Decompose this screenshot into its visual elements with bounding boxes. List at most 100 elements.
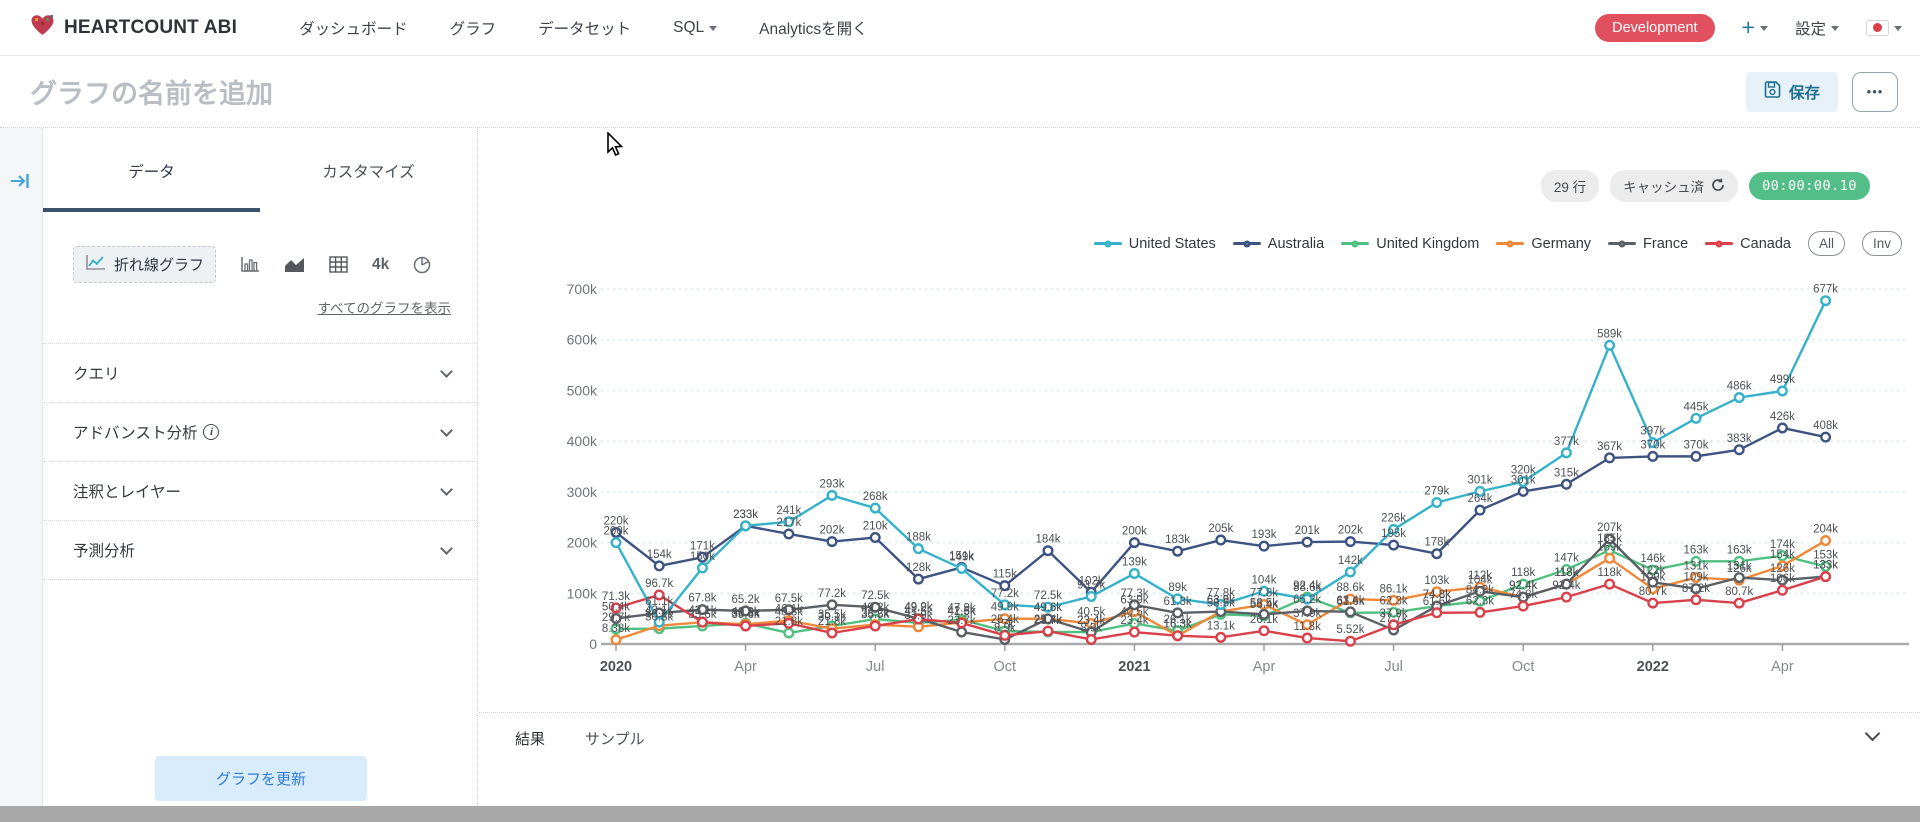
svg-text:383k: 383k: [1727, 433, 1752, 445]
svg-text:202k: 202k: [820, 525, 845, 537]
svg-text:67.5k: 67.5k: [775, 593, 803, 605]
sidebar-section-2[interactable]: 注釈とレイヤー: [43, 462, 477, 521]
svg-text:Jul: Jul: [866, 659, 885, 675]
svg-text:21.8k: 21.8k: [818, 616, 846, 628]
svg-text:77.2k: 77.2k: [991, 588, 1019, 600]
svg-text:122k: 122k: [1640, 565, 1665, 577]
svg-text:63.9k: 63.9k: [1207, 595, 1235, 607]
pie-chart-icon[interactable]: [413, 256, 431, 274]
svg-text:268k: 268k: [863, 491, 888, 503]
update-chart-button[interactable]: グラフを更新: [155, 756, 367, 801]
svg-text:49.2k: 49.2k: [861, 602, 889, 614]
svg-text:23.4k: 23.4k: [1077, 615, 1105, 627]
svg-text:72.5k: 72.5k: [861, 590, 889, 602]
tab-sample[interactable]: サンプル: [585, 731, 645, 748]
svg-text:86.1k: 86.1k: [1380, 583, 1408, 595]
sidebar-tab-1[interactable]: カスタマイズ: [322, 164, 415, 181]
sidebar-section-1[interactable]: アドバンスト分析 i: [43, 403, 477, 462]
svg-text:2020: 2020: [600, 659, 632, 675]
logo-text: HEARTCOUNT ABI: [64, 16, 238, 38]
settings-menu[interactable]: 設定: [1795, 17, 1839, 39]
svg-text:163k: 163k: [1684, 544, 1709, 556]
svg-text:700k: 700k: [567, 281, 598, 297]
sidebar-section-0[interactable]: クエリ: [43, 343, 477, 403]
svg-text:233k: 233k: [733, 509, 758, 521]
svg-text:106k: 106k: [1770, 573, 1795, 585]
svg-text:109k: 109k: [1684, 572, 1709, 584]
svg-text:30.1k: 30.1k: [818, 612, 846, 624]
bar-chart-icon[interactable]: [240, 256, 260, 273]
legend-item-france[interactable]: France: [1608, 236, 1688, 252]
save-floppy-icon: [1764, 80, 1781, 103]
sidebar-tab-0[interactable]: データ: [43, 128, 260, 212]
svg-text:23.7k: 23.7k: [948, 615, 976, 627]
chart-type-row: 折れ線グラフ: [43, 212, 477, 283]
table-icon[interactable]: [329, 256, 348, 273]
svg-text:201k: 201k: [1295, 525, 1320, 537]
tab-results[interactable]: 結果: [515, 731, 546, 748]
legend-label: United States: [1128, 235, 1216, 252]
section-label: クエリ: [73, 366, 120, 383]
svg-text:35.6k: 35.6k: [688, 609, 716, 621]
svg-text:35.5k: 35.5k: [818, 609, 846, 621]
collapse-panel-icon[interactable]: [10, 172, 32, 195]
legend-item-united-kingdom[interactable]: United Kingdom: [1341, 236, 1479, 252]
chart-type-4k[interactable]: 4k: [372, 255, 390, 273]
language-selector[interactable]: [1866, 19, 1902, 36]
svg-text:92.4k: 92.4k: [1293, 580, 1321, 592]
add-new-button[interactable]: +: [1742, 16, 1768, 39]
svg-text:200k: 200k: [567, 535, 598, 551]
results-separator: [479, 712, 1920, 713]
legend-item-germany[interactable]: Germany: [1496, 236, 1591, 252]
svg-text:74.8k: 74.8k: [1423, 589, 1451, 601]
svg-text:23.4k: 23.4k: [1077, 615, 1105, 627]
svg-text:49.6k: 49.6k: [1034, 602, 1062, 614]
chart-type-line-selected[interactable]: 折れ線グラフ: [73, 246, 217, 283]
show-all-charts-link[interactable]: すべてのグラフを表示: [317, 301, 451, 316]
nav-item-2[interactable]: データセット: [538, 20, 632, 38]
plus-icon: +: [1741, 14, 1755, 40]
svg-text:25.4k: 25.4k: [1034, 614, 1062, 626]
legend-item-australia[interactable]: Australia: [1232, 236, 1324, 252]
svg-text:226k: 226k: [1381, 512, 1406, 524]
more-options-button[interactable]: •••: [1852, 71, 1898, 112]
svg-text:77.3k: 77.3k: [1120, 588, 1148, 600]
cache-badge[interactable]: キャッシュ済: [1610, 170, 1739, 202]
nav-item-4[interactable]: Analyticsを開く: [759, 20, 868, 38]
filter-pill-inv[interactable]: Inv: [1861, 231, 1902, 256]
legend-marker-icon: [1232, 240, 1261, 247]
chevron-down-icon: [440, 482, 453, 496]
nav-item-0[interactable]: ダッシュボード: [299, 20, 408, 38]
nav-item-1[interactable]: グラフ: [449, 20, 497, 38]
svg-text:2022: 2022: [1637, 659, 1669, 675]
svg-text:38.2k: 38.2k: [861, 608, 889, 620]
expand-results-icon[interactable]: [1864, 725, 1881, 742]
svg-text:102k: 102k: [1079, 575, 1104, 587]
svg-text:61.1k: 61.1k: [645, 596, 673, 608]
svg-text:154k: 154k: [647, 549, 672, 561]
svg-text:74.8k: 74.8k: [1509, 589, 1537, 601]
chevron-down-icon: [709, 26, 718, 31]
svg-text:77.8k: 77.8k: [1250, 588, 1278, 600]
svg-text:589k: 589k: [1597, 328, 1622, 340]
svg-text:Oct: Oct: [994, 659, 1017, 675]
heartcount-logo[interactable]: HEARTCOUNT ABI: [30, 14, 237, 42]
legend-item-canada[interactable]: Canada: [1705, 236, 1791, 252]
svg-text:233k: 233k: [733, 509, 758, 521]
svg-text:50.4k: 50.4k: [602, 601, 630, 613]
svg-text:40.8k: 40.8k: [775, 606, 803, 618]
sidebar-section-3[interactable]: 予測分析: [43, 521, 477, 580]
legend-label: Germany: [1531, 235, 1592, 252]
svg-text:89k: 89k: [1168, 582, 1187, 594]
area-chart-icon[interactable]: [284, 256, 305, 273]
filter-pill-all[interactable]: All: [1807, 231, 1845, 256]
svg-text:163k: 163k: [1727, 544, 1752, 556]
svg-text:58.5k: 58.5k: [1250, 597, 1278, 609]
svg-text:37.9k: 37.9k: [1293, 608, 1321, 620]
line-chart-icon: [85, 254, 106, 275]
legend-item-united-states[interactable]: United States: [1093, 235, 1216, 252]
svg-text:61.6k: 61.6k: [1423, 596, 1451, 608]
save-button[interactable]: 保存: [1745, 71, 1838, 112]
nav-item-3[interactable]: SQL: [673, 19, 718, 37]
chart-name-input[interactable]: グラフの名前を追加: [30, 79, 273, 109]
